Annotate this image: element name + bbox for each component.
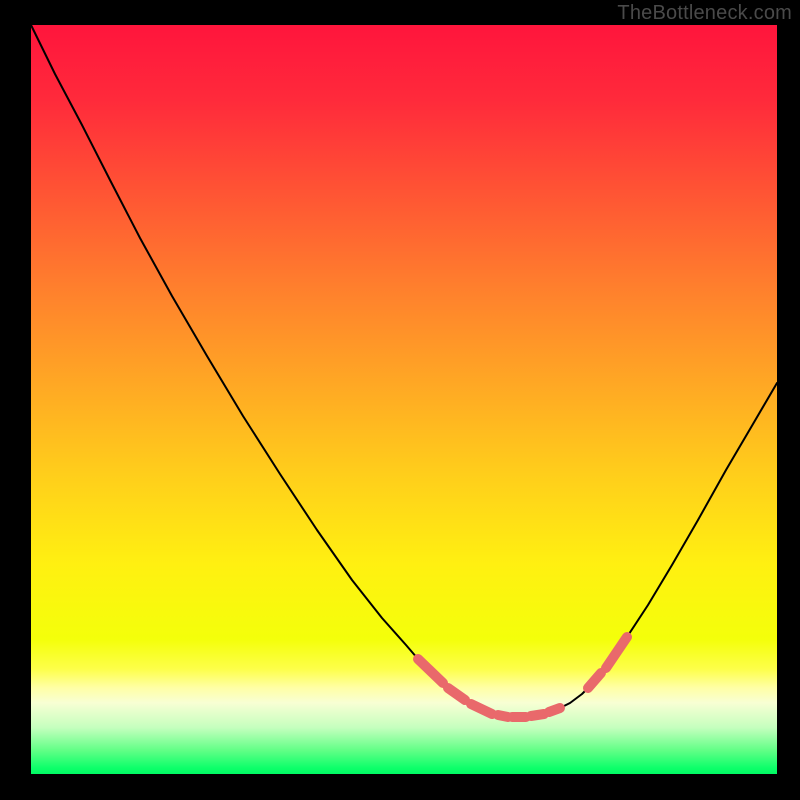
chart-frame: TheBottleneck.com bbox=[0, 0, 800, 800]
watermark-text: TheBottleneck.com bbox=[617, 2, 792, 25]
plot-background bbox=[31, 25, 777, 774]
